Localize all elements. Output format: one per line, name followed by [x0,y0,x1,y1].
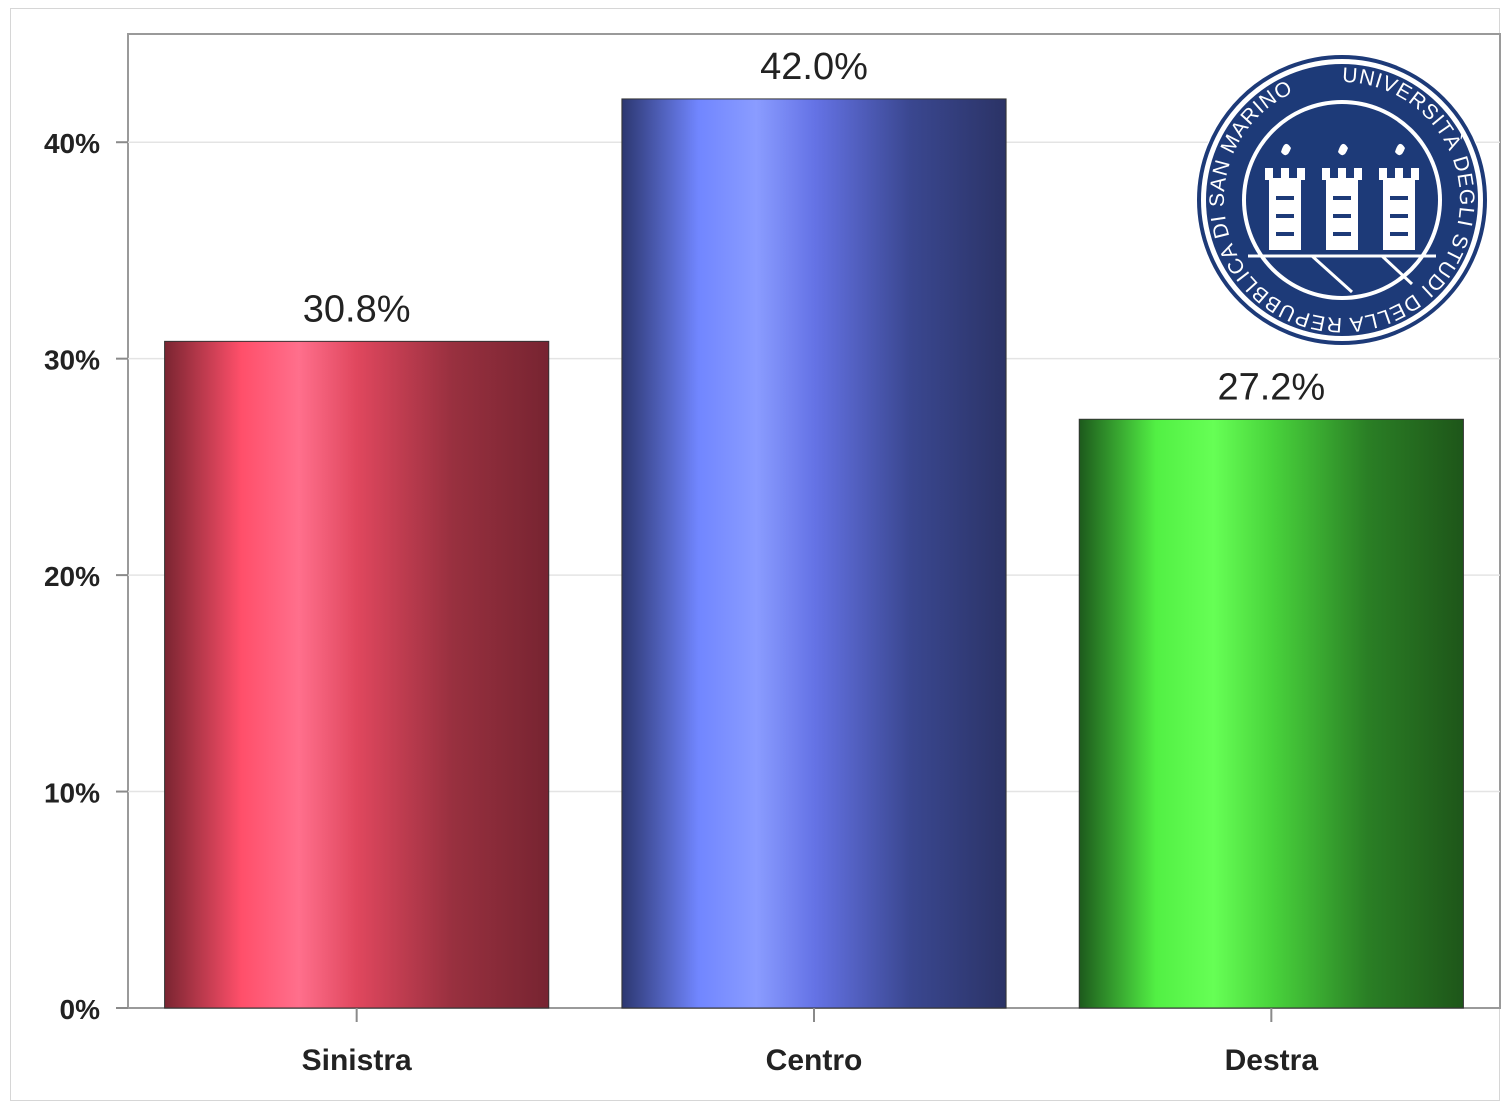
bar-sinistra [164,340,550,1009]
x-tick-label: Sinistra [302,1044,412,1077]
bar-centro [621,98,1007,1009]
x-tick-label: Destra [1225,1044,1319,1077]
y-axis-ticks: 0% 10% 20% 30% 40% [44,128,128,1025]
y-tick-label: 0% [60,994,101,1025]
bar-destra [1078,418,1464,1009]
bars: 30.8% 42.0% 27.2% [164,46,1464,1009]
bar-value-label: 30.8% [303,288,411,330]
bar-value-label: 42.0% [760,46,868,88]
university-seal-icon: UNIVERSITÀ DEGLI STUDI DELLA REPUBBLICA … [1196,54,1488,346]
y-tick-label: 10% [44,778,100,809]
x-axis-ticks: Sinistra Centro Destra [302,1008,1319,1077]
x-tick-label: Centro [766,1044,863,1077]
y-tick-label: 20% [44,561,100,592]
y-tick-label: 30% [44,345,100,376]
bar-value-label: 27.2% [1217,366,1325,408]
y-tick-label: 40% [44,128,100,159]
